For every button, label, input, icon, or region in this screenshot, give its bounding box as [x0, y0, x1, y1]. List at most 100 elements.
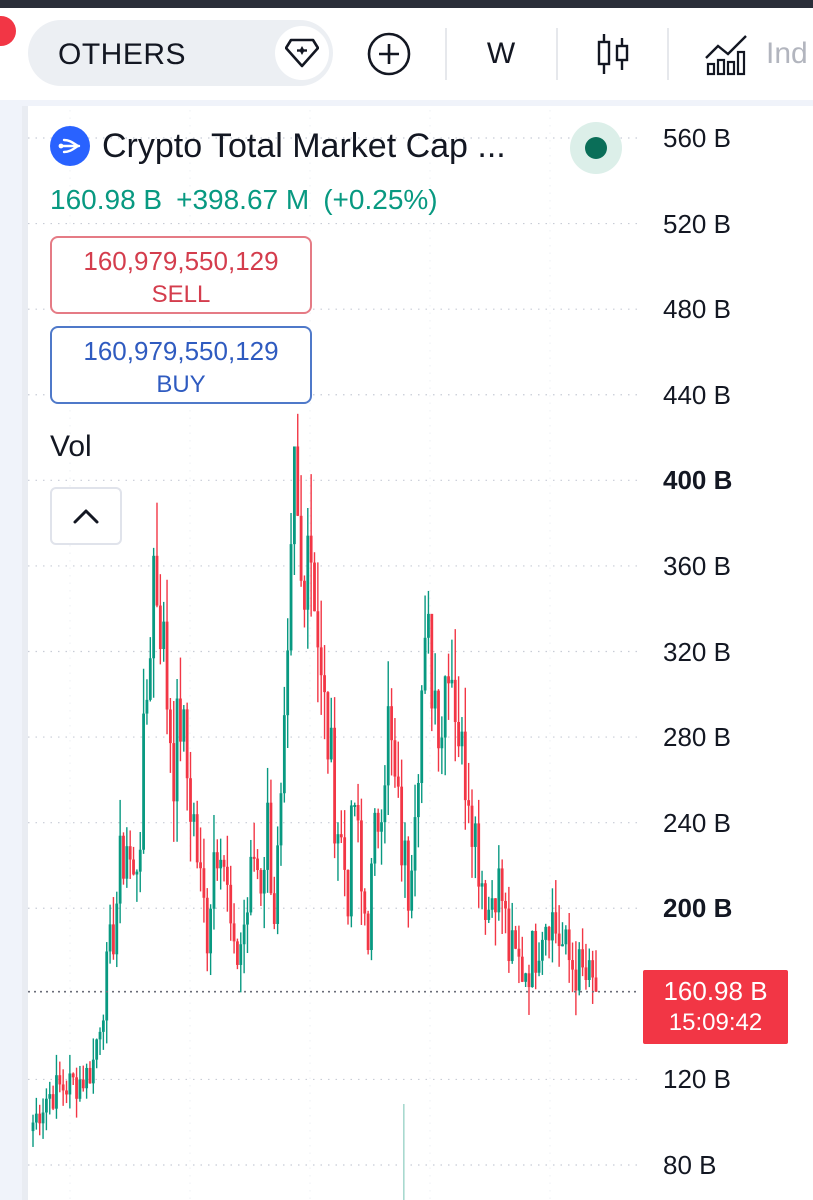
candle — [118, 799, 122, 924]
candle-body — [390, 706, 393, 741]
candle-body — [282, 715, 286, 794]
candle — [390, 688, 393, 776]
candle — [497, 845, 501, 921]
candle — [591, 950, 595, 1004]
volume-layer — [403, 1104, 405, 1200]
candle-body — [380, 822, 383, 832]
candle — [463, 687, 467, 830]
candle-body — [306, 535, 310, 610]
candle — [353, 802, 357, 817]
buy-button[interactable]: 160,979,550,129 BUY — [50, 326, 312, 404]
candle-body — [105, 951, 109, 1021]
price-axis-label: 200 B — [663, 893, 733, 924]
chevron-up-icon — [73, 509, 99, 524]
market-open-dot — [585, 137, 607, 159]
candle-body — [182, 709, 186, 742]
candle-body — [504, 900, 507, 909]
candle — [279, 782, 283, 866]
candle-body — [192, 814, 196, 822]
candle-body — [353, 805, 357, 808]
candle-body — [58, 1075, 62, 1085]
candle-body — [98, 1031, 102, 1040]
price-change-line: 160.98 B +398.67 M (+0.25%) — [50, 184, 452, 216]
add-symbol-button[interactable] — [362, 24, 416, 84]
candle — [219, 838, 223, 890]
notification-badge[interactable] — [0, 16, 16, 46]
market-status-indicator[interactable] — [570, 122, 622, 174]
interval-label: W — [486, 37, 516, 70]
candle — [252, 822, 256, 872]
toolbar-divider-strip — [0, 100, 813, 106]
candle-body — [453, 679, 457, 722]
collapse-legend-button[interactable] — [50, 487, 122, 545]
candle-body — [591, 960, 595, 978]
candle — [400, 759, 404, 882]
candle-body — [212, 852, 216, 909]
candle — [567, 913, 571, 983]
candle-body — [490, 898, 494, 910]
candle-body — [554, 912, 558, 934]
diamond-button[interactable] — [275, 26, 329, 80]
candle — [470, 789, 474, 878]
candle — [242, 899, 246, 974]
diamond-icon — [285, 38, 319, 68]
candle — [323, 645, 326, 740]
indicators-button[interactable] — [700, 24, 752, 84]
price-axis-label: 120 B — [663, 1064, 731, 1095]
interval-button[interactable]: W — [472, 24, 530, 84]
candle — [236, 938, 239, 970]
candle-body — [85, 1067, 89, 1089]
candle-body — [262, 869, 266, 894]
candle — [356, 783, 360, 843]
indicators-label-button[interactable]: Ind — [766, 24, 813, 84]
candle-body — [45, 1098, 48, 1113]
candle-body — [303, 580, 306, 610]
candle-body — [400, 786, 404, 866]
candle-body — [323, 675, 326, 693]
candle-body — [547, 926, 551, 941]
candle — [45, 1088, 48, 1131]
candle — [349, 800, 353, 928]
candle-body — [336, 834, 340, 844]
candle-body — [219, 859, 223, 869]
candle-body — [138, 849, 142, 872]
candle — [427, 590, 430, 654]
candle-body — [91, 1059, 95, 1084]
candle — [537, 942, 541, 977]
candle-body — [132, 859, 135, 875]
candle-body — [95, 1039, 99, 1060]
volume-indicator-label[interactable]: Vol — [50, 430, 92, 463]
candle-body — [142, 713, 145, 850]
candle — [202, 838, 206, 923]
candle-body — [185, 709, 189, 779]
candle-body — [339, 834, 343, 838]
candle — [31, 1114, 35, 1147]
chart-type-button[interactable] — [588, 24, 638, 84]
candle — [249, 839, 253, 916]
candle — [360, 798, 363, 925]
candle — [48, 1081, 52, 1115]
legend-title-row[interactable]: Crypto Total Market Cap ... — [50, 126, 506, 166]
candle-body — [396, 776, 400, 787]
last-price-value: 160.98 B — [663, 975, 768, 1006]
candle — [272, 876, 276, 930]
candle — [175, 679, 179, 842]
candle-body — [78, 1079, 82, 1099]
candle-body — [343, 837, 347, 870]
candle — [386, 661, 390, 815]
candle-body — [115, 903, 119, 955]
candle-body — [155, 555, 159, 606]
candle — [527, 964, 531, 1015]
sell-button[interactable]: 160,979,550,129 SELL — [50, 236, 312, 314]
candle — [380, 809, 383, 865]
candle — [393, 718, 397, 788]
candle-body — [551, 912, 554, 941]
symbol-search-pill[interactable]: OTHERS — [28, 20, 333, 86]
candle-body — [316, 611, 320, 648]
candle-body — [587, 960, 591, 980]
candle — [473, 816, 477, 879]
candle-body — [440, 737, 444, 749]
pane-border — [22, 106, 28, 1200]
candle — [423, 595, 427, 694]
